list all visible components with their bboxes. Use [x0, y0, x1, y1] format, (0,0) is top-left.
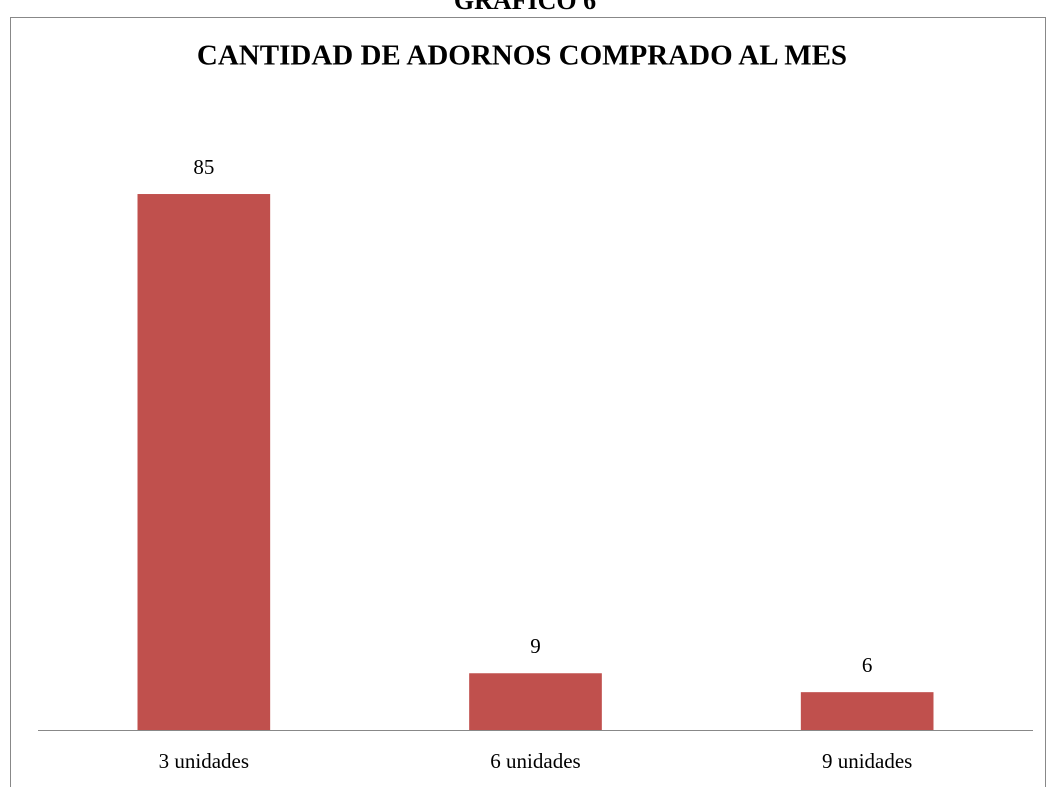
chart-border — [10, 17, 1046, 787]
bar — [137, 194, 271, 730]
x-tick-label: 9 unidades — [822, 749, 912, 773]
bar — [469, 673, 602, 730]
data-label: 6 — [862, 653, 873, 677]
page-label: GRÁFICO 6 — [454, 0, 596, 15]
x-tick-label: 6 unidades — [490, 749, 580, 773]
data-label: 85 — [193, 155, 214, 179]
data-label: 9 — [530, 634, 541, 658]
chart-title: CANTIDAD DE ADORNOS COMPRADO AL MES — [197, 40, 847, 72]
x-tick-label: 3 unidades — [159, 749, 249, 773]
bar — [800, 692, 934, 730]
